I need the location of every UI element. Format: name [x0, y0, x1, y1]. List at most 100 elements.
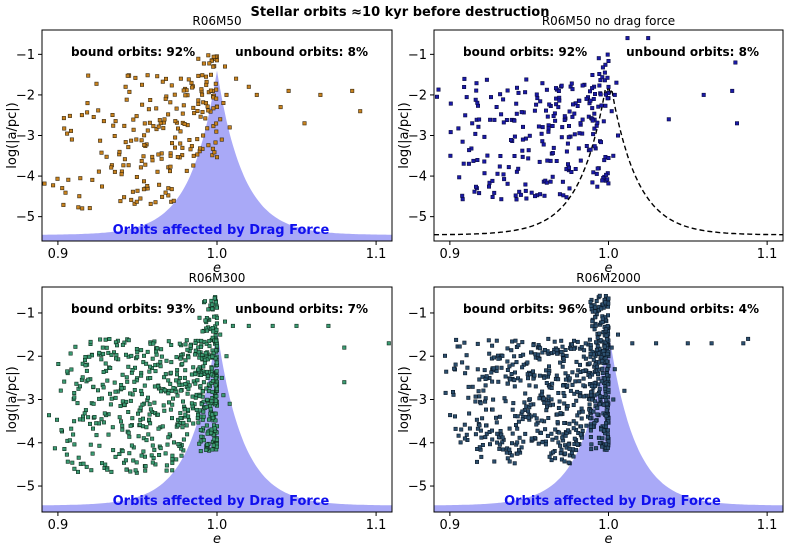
data-point: [140, 82, 145, 87]
data-point: [605, 177, 610, 182]
data-point: [124, 375, 129, 380]
data-point: [490, 178, 495, 183]
data-point: [145, 184, 150, 189]
data-point: [539, 392, 544, 397]
data-point: [94, 421, 99, 426]
data-point: [588, 351, 593, 356]
data-point: [107, 336, 112, 341]
data-point: [213, 81, 218, 86]
data-point: [200, 92, 205, 97]
data-point: [318, 92, 323, 97]
data-point: [139, 388, 144, 393]
data-point: [499, 197, 504, 202]
data-point: [103, 361, 108, 366]
data-point: [524, 196, 529, 201]
data-point: [606, 382, 611, 387]
data-point: [154, 106, 159, 111]
unbound-orbits-label: unbound orbits: 4%: [626, 302, 759, 316]
data-point: [163, 190, 168, 195]
data-point: [118, 403, 123, 408]
data-point: [146, 107, 151, 112]
x-tick-label: 1.0: [598, 518, 619, 533]
y-tick-label: −2: [408, 350, 427, 365]
data-point: [191, 105, 196, 110]
data-point: [458, 440, 463, 445]
data-point: [558, 360, 563, 365]
data-point: [462, 422, 467, 427]
data-point: [139, 348, 144, 353]
data-point: [504, 450, 509, 455]
data-point: [605, 52, 610, 57]
data-point: [611, 153, 616, 158]
data-point: [214, 305, 219, 310]
data-point: [169, 83, 174, 88]
data-point: [475, 341, 480, 346]
data-point: [553, 427, 558, 432]
data-point: [470, 121, 475, 126]
data-point: [582, 348, 587, 353]
data-point: [593, 315, 598, 320]
data-point: [188, 343, 193, 348]
data-point: [117, 149, 122, 154]
drag-region-label: Orbits affected by Drag Force: [504, 494, 721, 509]
data-point: [120, 449, 125, 454]
data-point: [436, 87, 441, 92]
data-point: [153, 200, 158, 205]
bound-orbits-label: bound orbits: 92%: [71, 45, 195, 59]
data-point: [51, 183, 56, 188]
data-point: [178, 388, 183, 393]
data-point: [145, 128, 150, 133]
data-point: [148, 375, 153, 380]
data-point: [574, 398, 579, 403]
data-point: [205, 104, 210, 109]
data-point: [121, 163, 126, 168]
data-point: [554, 435, 559, 440]
data-point: [566, 442, 571, 447]
data-point: [554, 159, 559, 164]
data-point: [224, 354, 229, 359]
data-point: [593, 305, 598, 310]
data-point: [544, 87, 549, 92]
data-point: [465, 365, 470, 370]
data-point: [170, 402, 175, 407]
data-point: [515, 376, 520, 381]
data-point: [104, 345, 109, 350]
data-point: [489, 428, 494, 433]
data-point: [625, 36, 630, 41]
data-point: [123, 140, 128, 145]
data-point: [551, 145, 556, 150]
data-point: [604, 359, 609, 364]
x-tick-label: 1.1: [757, 247, 778, 262]
data-point: [161, 126, 166, 131]
data-point: [184, 168, 189, 173]
data-point: [209, 372, 214, 377]
data-point: [503, 374, 508, 379]
data-point: [171, 198, 176, 203]
data-point: [187, 383, 192, 388]
data-point: [570, 382, 575, 387]
data-point: [501, 447, 506, 452]
data-point: [483, 423, 488, 428]
data-point: [606, 156, 611, 161]
data-point: [462, 340, 467, 345]
data-point: [579, 435, 584, 440]
data-point: [213, 140, 218, 145]
data-point: [559, 338, 564, 343]
data-point: [133, 468, 138, 473]
data-point: [91, 426, 96, 431]
data-point: [66, 177, 71, 182]
data-point: [138, 422, 143, 427]
data-point: [210, 354, 215, 359]
data-point: [577, 98, 582, 103]
data-point: [178, 416, 183, 421]
data-point: [460, 360, 465, 365]
data-point: [599, 379, 604, 384]
data-point: [507, 447, 512, 452]
data-point: [520, 365, 525, 370]
data-point: [114, 353, 119, 358]
data-point: [477, 191, 482, 196]
data-point: [552, 339, 557, 344]
data-point: [246, 323, 251, 328]
data-point: [570, 370, 575, 375]
data-point: [191, 421, 196, 426]
